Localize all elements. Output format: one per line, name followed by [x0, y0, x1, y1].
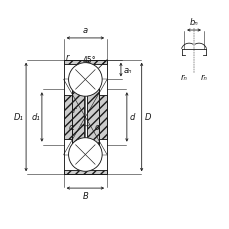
Text: D₁: D₁ — [14, 113, 24, 122]
Polygon shape — [63, 171, 107, 174]
Text: r: r — [72, 105, 76, 114]
Polygon shape — [71, 90, 84, 145]
Polygon shape — [99, 96, 107, 139]
Text: 45°: 45° — [83, 56, 96, 65]
Polygon shape — [63, 96, 71, 139]
Text: rₙ: rₙ — [200, 73, 207, 82]
Text: aₙ: aₙ — [123, 66, 132, 75]
Text: bₙ: bₙ — [189, 18, 198, 27]
Text: D: D — [144, 113, 150, 122]
Text: α: α — [68, 123, 74, 132]
Polygon shape — [63, 60, 107, 64]
Circle shape — [68, 63, 102, 97]
Text: d₁: d₁ — [31, 113, 40, 122]
Circle shape — [68, 138, 102, 172]
Text: r: r — [65, 52, 69, 61]
Text: d: d — [129, 113, 135, 122]
Text: rₙ: rₙ — [180, 73, 187, 82]
Polygon shape — [87, 90, 99, 145]
Text: a: a — [82, 26, 87, 35]
Text: α: α — [94, 123, 100, 132]
Text: B: B — [82, 191, 88, 200]
